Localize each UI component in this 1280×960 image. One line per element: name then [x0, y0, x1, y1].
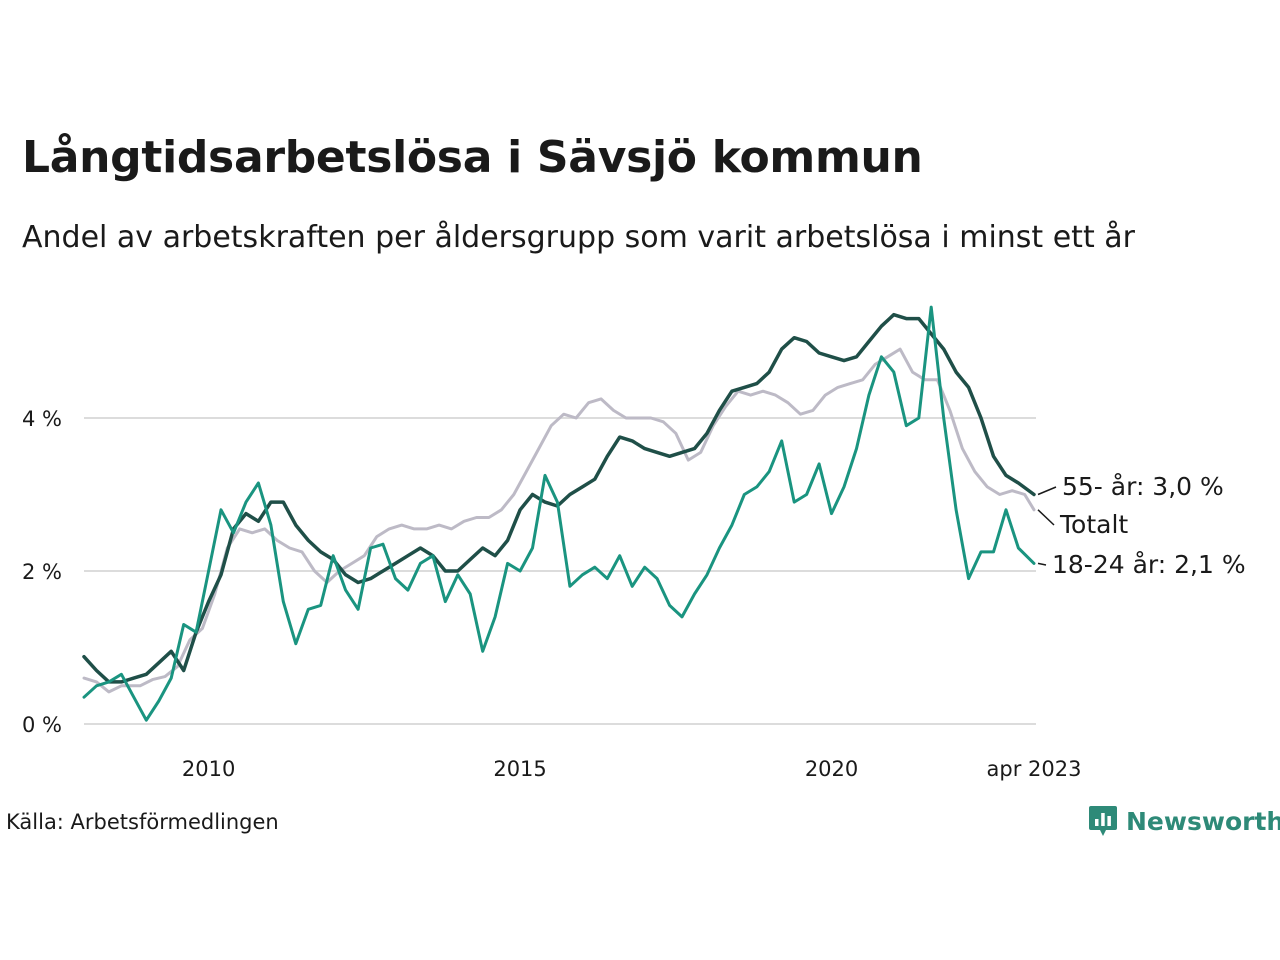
x-tick-label: 2015	[493, 757, 546, 781]
label-layer: 0 % 2 % 4 % 2010 2015 2020 apr 2023 Totalt 55- å…	[22, 407, 1246, 781]
x-tick-label: apr 2023	[987, 757, 1082, 781]
source-note: Källa: Arbetsförmedlingen	[6, 810, 279, 834]
series-end-label: 18-24 år: 2,1 %	[1052, 550, 1246, 579]
chart-title: Långtidsarbetslösa i Sävsjö kommun	[22, 132, 923, 183]
chart-subtitle: Andel av arbetskraften per åldersgrupp s…	[22, 220, 1135, 255]
y-tick-label: 2 %	[22, 560, 62, 584]
brand-logo: Newsworthy	[1088, 804, 1280, 838]
series-end-label: 55- år: 3,0 %	[1062, 472, 1224, 501]
x-tick-label: 2010	[182, 757, 235, 781]
series-line	[82, 305, 1036, 722]
series-leader-line	[1037, 486, 1057, 496]
grid-layer	[84, 417, 1036, 725]
series-leader-line	[1037, 509, 1055, 526]
brand-name: Newsworthy	[1126, 806, 1280, 836]
y-tick-label: 4 %	[22, 407, 62, 431]
newsworthy-logo-icon	[1089, 806, 1117, 836]
series-leader-line	[1037, 562, 1047, 566]
line-layer	[82, 305, 1036, 722]
series-end-label: Totalt	[1059, 510, 1128, 539]
x-tick-label: 2020	[805, 757, 858, 781]
y-tick-label: 0 %	[22, 713, 62, 737]
